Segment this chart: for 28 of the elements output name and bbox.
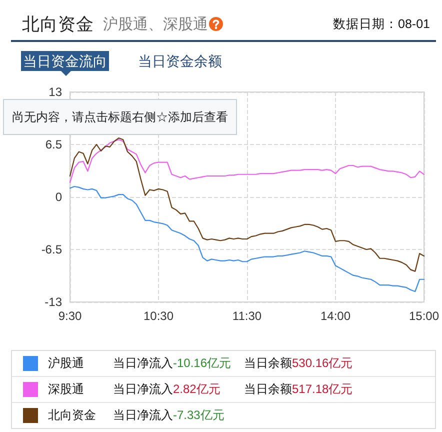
legend-label: 深股通	[48, 381, 84, 398]
annotation: 尚无内容，请点击标题右侧☆添加后查看	[12, 109, 228, 126]
chart-subtitle: 沪股通、深股通	[103, 14, 208, 34]
y-tick-label: -6.5	[41, 242, 62, 256]
legend-label: 北向资金	[48, 407, 96, 424]
text: 当日余额530.16亿元	[244, 356, 353, 370]
text: 数据日期：08-01	[333, 16, 430, 33]
legend-label: 沪股通	[48, 355, 84, 372]
selected-tab: 当日资金流向	[21, 51, 109, 71]
message-box: 尚无内容，请点击标题右侧☆添加后查看	[3, 99, 237, 135]
text: 当日余额517.18亿元	[244, 382, 353, 396]
text: 当日净流入-10.16亿元	[113, 356, 232, 370]
line-series	[69, 137, 425, 272]
text: 当日净流入-7.33亿元	[113, 408, 224, 422]
x-tick-label: 15:00	[408, 309, 440, 323]
y-tick-label: -13	[44, 295, 62, 309]
x-tick-label: 9:30	[58, 309, 82, 323]
x-tick-label: 11:30	[232, 309, 262, 323]
text: 当日资金余额	[138, 52, 222, 71]
line-series	[69, 139, 425, 184]
y-tick-label: 13	[48, 85, 62, 99]
x-tick-label: 10:30	[143, 309, 174, 323]
y-tick-label: 6.5	[45, 138, 62, 152]
text: 当日净流入2.82亿元	[113, 382, 220, 396]
line-series	[69, 186, 425, 292]
y-tick-label: 0	[55, 190, 62, 204]
chart-title: 北向资金	[22, 13, 94, 36]
x-tick-label: 14:00	[320, 309, 351, 323]
